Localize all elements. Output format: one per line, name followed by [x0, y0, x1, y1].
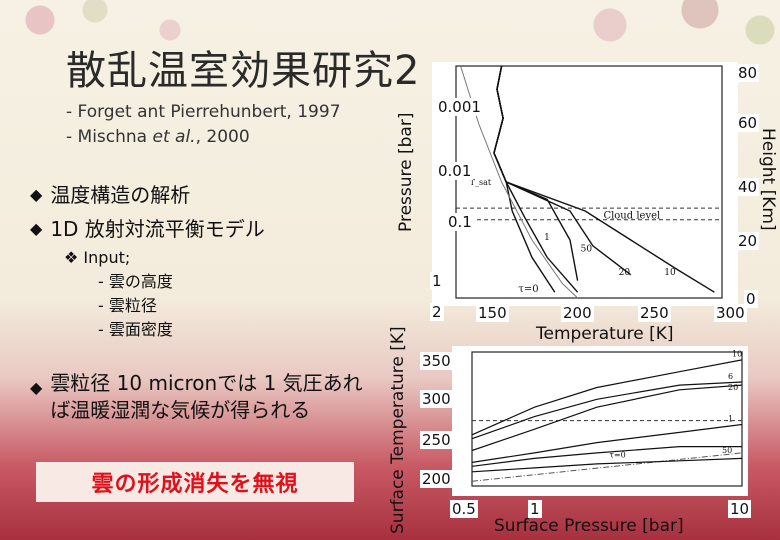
annotation-50: 50 — [722, 446, 732, 455]
reference-2: - Mischna et al., 2000 — [66, 127, 250, 147]
y-tick-label: 200 — [420, 470, 453, 488]
annotation-tau0: τ=0 — [610, 451, 626, 460]
y-tick-label: 0.01 — [436, 162, 474, 180]
y-tick-label: 2 — [430, 303, 444, 321]
input-item: - 雲面密度 — [98, 320, 173, 339]
conclusion-bullet: ◆ 雲粒径 10 micronでは 1 気圧あれば温暖湿潤な気候が得られる — [30, 370, 380, 424]
y-tick-label: 0.001 — [436, 98, 483, 116]
diamond-bullet-icon: ◆ — [30, 219, 43, 238]
diamond-bullet-icon: ◆ — [30, 378, 43, 397]
series-line-τ=0 — [493, 65, 556, 293]
y2-axis-label: Height [Km] — [758, 128, 778, 231]
series-line-1 — [471, 423, 743, 463]
y2-tick-label: 40 — [736, 178, 760, 196]
series-line-50 — [471, 445, 742, 467]
annotation-tau1: 1 — [544, 233, 550, 243]
input-label: ❖ Input; — [64, 248, 131, 267]
surface-temperature-plot: 10 6 20 1 50 τ=0 — [471, 350, 743, 487]
y-tick-label: 1 — [430, 272, 444, 290]
annotation-20: 20 — [728, 383, 738, 392]
bullet-item: ◆ 1D 放射対流平衡モデル — [30, 212, 265, 246]
y2-tick-label: 0 — [744, 290, 758, 308]
series-line-1 — [493, 65, 579, 293]
series-line-50 — [493, 65, 579, 281]
y2-tick-label: 20 — [736, 232, 760, 250]
x-tick-label: 250 — [638, 304, 671, 322]
x-axis-label: Surface Pressure [bar] — [494, 516, 684, 536]
decorative-header — [0, 0, 780, 48]
input-item: - 雲の高度 — [98, 272, 173, 291]
x-tick-label: 200 — [561, 304, 594, 322]
references: - Forget ant Pierrehunbert, 1997 - Misch… — [66, 100, 341, 150]
x-tick-label: 0.5 — [450, 500, 478, 518]
temperature-profile-chart: Cloud level τ=0 1 50 20 10 T_sat — [432, 62, 738, 306]
y-tick-label: 350 — [420, 352, 453, 370]
bullet-item: ◆ 温度構造の解析 — [30, 178, 265, 212]
cloud-level-label: Cloud level — [603, 210, 660, 221]
y-tick-label: 0.1 — [446, 213, 474, 231]
annotation-6: 6 — [728, 372, 733, 381]
y-tick-label: 300 — [420, 390, 453, 408]
series-line-10 — [493, 65, 715, 293]
annotation-tau50: 50 — [581, 245, 593, 255]
annotation-1: 1 — [728, 414, 733, 423]
x-tick-label: 150 — [476, 304, 509, 322]
input-list: ❖ Input; - 雲の高度 - 雲粒径 - 雲面密度 — [64, 246, 173, 342]
x-tick-label: 10 — [728, 500, 752, 518]
conclusion-text: 雲粒径 10 micronでは 1 気圧あれば温暖湿潤な気候が得られる — [50, 371, 363, 422]
annotation-tsat: T_sat — [470, 178, 492, 187]
series-line-20 — [471, 384, 743, 452]
x-tick-label: 1 — [528, 500, 542, 518]
annotation-tau0: τ=0 — [518, 284, 538, 295]
surface-temperature-chart: 10 6 20 1 50 τ=0 — [452, 346, 748, 496]
slide-title: 散乱温室効果研究2 — [66, 48, 421, 94]
input-item: - 雲粒径 — [98, 296, 157, 315]
y2-tick-label: 80 — [736, 64, 760, 82]
bullet-list: ◆ 温度構造の解析 ◆ 1D 放射対流平衡モデル — [30, 178, 265, 246]
reference-1: - Forget ant Pierrehunbert, 1997 — [66, 102, 341, 122]
x-tick-label: 300 — [714, 304, 747, 322]
plot-frame — [471, 351, 743, 487]
y-tick-label: 250 — [420, 431, 453, 449]
annotation-tau10: 10 — [664, 268, 676, 278]
annotation-10: 10 — [732, 350, 742, 359]
annotation-tau20: 20 — [619, 268, 631, 278]
y-axis-label: Surface Temperature [K] — [388, 326, 408, 534]
series-line-6 — [471, 381, 743, 440]
diamond-bullet-icon: ◆ — [30, 185, 43, 204]
plot-frame — [455, 65, 723, 299]
series-line-10 — [471, 359, 743, 436]
series-line-τ=0 — [471, 457, 743, 473]
y2-tick-label: 60 — [736, 114, 760, 132]
series-line-20 — [493, 65, 632, 276]
x-axis-label: Temperature [K] — [536, 324, 674, 344]
reference-line — [471, 452, 743, 482]
highlight-box: 雲の形成消失を無視 — [36, 462, 354, 502]
y-axis-label: Pressure [bar] — [396, 112, 416, 232]
